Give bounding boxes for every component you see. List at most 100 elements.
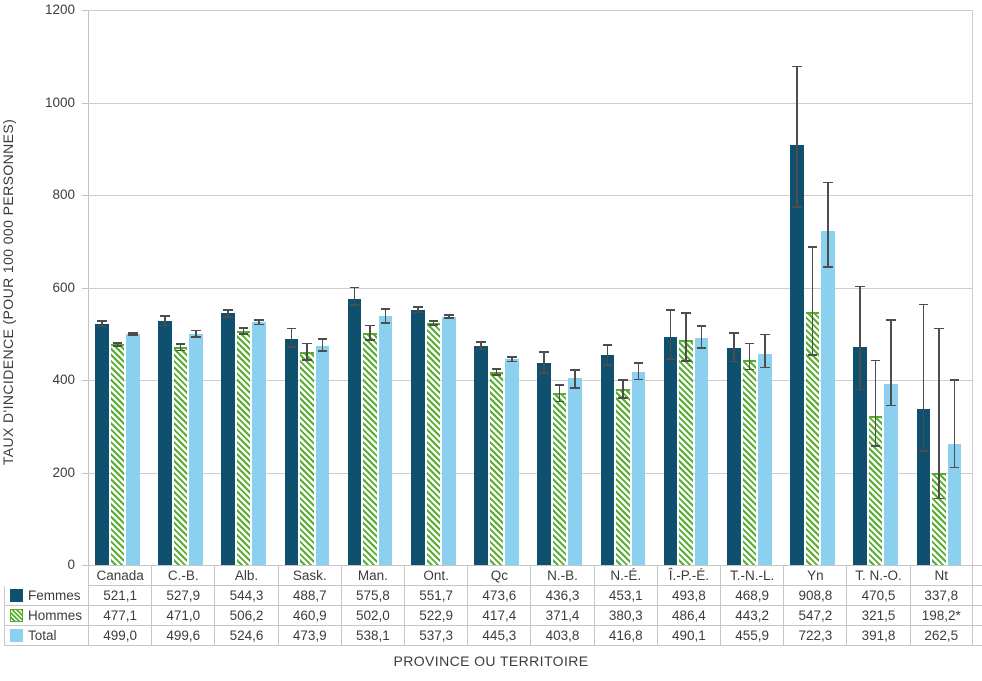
bar-femmes-yn [790, 144, 804, 565]
error-cap-top [554, 384, 565, 386]
bar-slot-hommes-ont [426, 10, 441, 565]
bar-total-ont [442, 316, 456, 565]
bar-femmes-alb [221, 313, 235, 565]
bar-total-i-p-e [694, 338, 709, 565]
value-hommes-sask: 460,9 [277, 606, 341, 625]
error-cap-bottom [444, 317, 454, 319]
error-cap-top [823, 181, 833, 184]
bar-slot-hommes-qc [489, 10, 504, 565]
error-line [827, 181, 829, 269]
value-femmes-n-e: 453,1 [593, 586, 657, 605]
y-tick-mark-1000 [82, 102, 88, 104]
bar-slot-total-c-b [189, 10, 203, 565]
error-bar-femmes-n-e [601, 344, 615, 366]
error-line [480, 341, 482, 351]
error-cap-top [696, 325, 707, 328]
value-hommes-ont: 522,9 [404, 606, 467, 625]
error-cap-bottom [97, 325, 107, 328]
legend-swatch-total [10, 629, 23, 642]
bar-group-n-e [594, 10, 657, 565]
value-femmes-t-n-o: 470,5 [846, 586, 909, 605]
error-bar-hommes-nt [932, 327, 946, 500]
error-cap-top [934, 327, 944, 330]
error-bar-hommes-t-n-o [869, 359, 883, 448]
value-total-i-p-e: 490,1 [656, 626, 720, 645]
value-hommes-t-n-o: 321,5 [846, 606, 909, 625]
error-cap-top [792, 65, 802, 68]
bar-femmes-nt [916, 408, 931, 565]
error-cap-bottom [665, 357, 676, 360]
value-total-n-e: 416,8 [593, 626, 657, 645]
bar-slot-femmes-alb [221, 10, 235, 565]
error-bar-total-n-e [632, 362, 646, 381]
bar-group-i-p-e [657, 10, 720, 565]
error-cap-top [286, 327, 297, 330]
bar-hommes-n-b [552, 393, 567, 565]
bar-slot-total-t-n-o [884, 10, 898, 565]
y-tick-label-0: 0 [67, 557, 75, 572]
bar-total-alb [252, 322, 266, 565]
bar-slot-femmes-n-b [537, 10, 551, 565]
bar-slot-total-alb [252, 10, 266, 565]
bar-slot-total-t-n-l [758, 10, 772, 565]
error-bar-hommes-alb [237, 327, 251, 335]
category-header-man: Man. [340, 566, 404, 585]
error-cap-top [602, 344, 613, 347]
error-line [574, 368, 576, 389]
error-bar-femmes-c-b [158, 315, 172, 327]
category-header-n-e: N.-É. [593, 566, 657, 585]
bar-slot-total-canada [126, 10, 140, 565]
category-header-alb: Alb. [214, 566, 277, 585]
error-line [448, 314, 450, 319]
value-femmes-qc: 473,6 [467, 586, 530, 605]
error-cap-top [665, 309, 676, 311]
error-bar-hommes-n-b [553, 384, 567, 403]
error-cap-top [886, 319, 896, 322]
bar-group-yn [783, 10, 846, 565]
bar-total-qc [505, 359, 519, 565]
bar-total-man [378, 316, 393, 565]
bar-slot-hommes-nt [932, 10, 946, 565]
bar-femmes-canada [95, 324, 109, 565]
bar-femmes-man [347, 298, 362, 565]
bar-hommes-sask [300, 351, 314, 565]
bar-hommes-i-p-e [679, 340, 693, 565]
error-cap-top [918, 303, 929, 306]
bar-slot-femmes-nt [916, 10, 931, 565]
table-header-row: Canada C.-B. Alb. Sask. Man. Ont. Qc N.-B. N.-É.… [88, 565, 982, 586]
error-bar-total-qc [505, 355, 519, 363]
error-line [890, 319, 892, 407]
category-header-canada: Canada [88, 566, 151, 585]
gridline-1200 [88, 10, 973, 11]
error-cap-top [302, 342, 312, 345]
error-line [321, 338, 324, 352]
error-cap-bottom [870, 445, 881, 448]
y-tick-mark-0 [82, 565, 88, 566]
error-cap-bottom [760, 366, 770, 369]
error-cap-bottom [618, 397, 628, 399]
error-cap-top [317, 338, 328, 341]
error-cap-top [681, 312, 691, 314]
y-tick-label-600: 600 [52, 279, 75, 295]
table-row-femmes: Femmes 521,1 527,9 544,3 488,7 575,8 551,7 473,… [4, 586, 982, 606]
y-tick-label-200: 200 [52, 464, 75, 480]
error-line [101, 320, 103, 328]
bar-slot-femmes-sask [284, 10, 299, 565]
data-table: Canada C.-B. Alb. Sask. Man. Ont. Qc N.-B. N.-É.… [0, 565, 982, 646]
error-bar-total-n-b [568, 368, 582, 389]
error-cap-top [633, 362, 644, 365]
value-femmes-man: 575,8 [340, 586, 404, 605]
table-row-total: Total 499,0 499,6 524,6 473,9 538,1 537,3 445,3… [4, 626, 982, 646]
y-tick-mark-200 [82, 472, 88, 474]
error-cap-bottom [349, 304, 360, 306]
error-line [417, 306, 419, 314]
bar-group-t-n-o [846, 10, 909, 565]
bar-slot-hommes-alb [236, 10, 251, 565]
error-cap-bottom [507, 360, 517, 363]
bar-total-t-n-o [884, 383, 898, 565]
error-line [116, 342, 118, 347]
y-tick-mark-400 [82, 380, 88, 381]
bar-slot-femmes-c-b [158, 10, 172, 565]
error-line [353, 286, 356, 306]
